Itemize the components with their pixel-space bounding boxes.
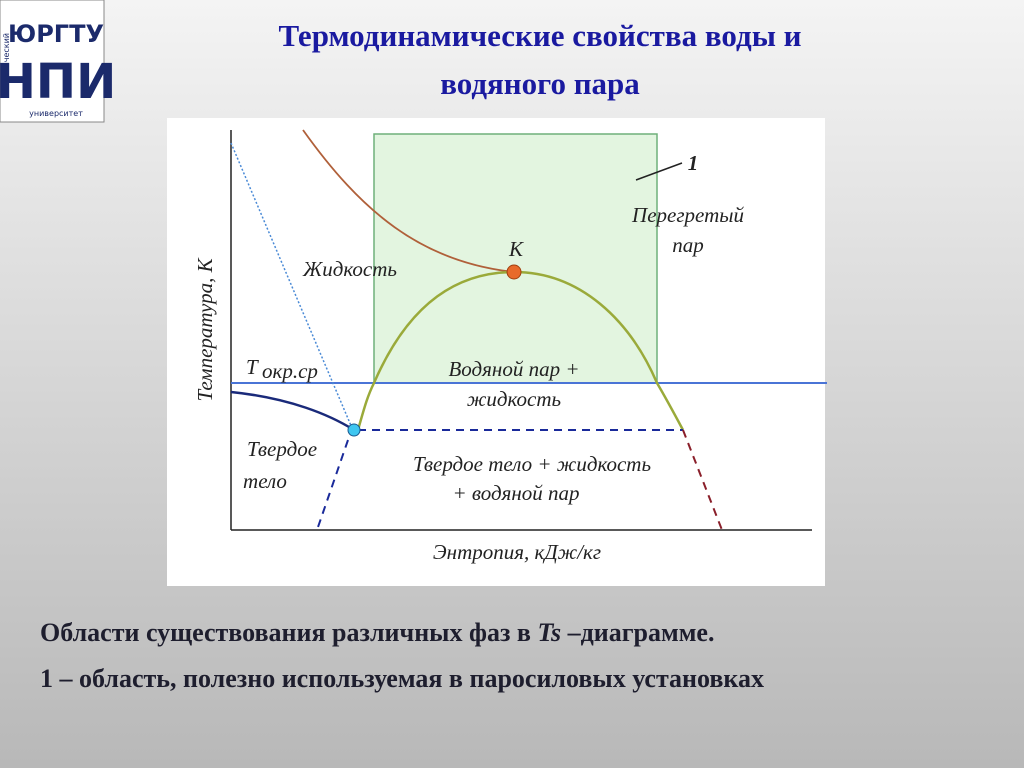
logo-top: ЮРГТУ: [8, 20, 104, 48]
critical-label: К: [508, 237, 524, 261]
caption-part: –диаграмме.: [561, 618, 714, 647]
title: водяного пара: [440, 66, 640, 101]
region-label: Жидкость: [302, 257, 397, 281]
caption-part: Области существования различных фаз в: [40, 618, 537, 647]
marker-1: 1: [688, 151, 699, 175]
region-label: Перегретый: [631, 203, 744, 227]
logo-box: [0, 0, 105, 123]
y-axis-label: Температура, К: [193, 257, 217, 401]
x-axis-label: Энтропия, кДж/кг: [433, 540, 601, 564]
logo: ЮРГТУ НПИ университет технический: [0, 0, 116, 123]
marker-leader: [635, 162, 683, 181]
caption-part: Ts: [537, 618, 561, 647]
caption: 1 – область, полезно используемая в паро…: [40, 664, 764, 693]
region-label: жидкость: [467, 387, 561, 411]
sublimation-curve: [230, 390, 355, 432]
logo-small: технический: [2, 33, 11, 87]
region-label: Водяной пар +: [448, 357, 579, 381]
logo-main: НПИ: [0, 54, 116, 110]
region-label: + водяной пар: [452, 481, 579, 505]
region-label: тело: [243, 469, 287, 493]
region-label: Твердое тело + жидкость: [413, 452, 651, 476]
logo-small: университет: [29, 109, 83, 118]
vapor-boundary: [682, 429, 723, 531]
solid-boundary: [316, 439, 349, 531]
region-label: Твердое: [247, 437, 317, 461]
region-label: пар: [672, 233, 704, 257]
critical-point: [506, 264, 522, 280]
title: Термодинамические свойства воды и: [278, 18, 801, 53]
caption: Области существования различных фаз в Ts…: [40, 618, 714, 647]
liquid-curve: [302, 129, 515, 273]
ambient-subscript: окр.ср: [262, 359, 318, 383]
triple-point: [347, 423, 361, 437]
ambient-symbol: Т: [246, 355, 259, 379]
